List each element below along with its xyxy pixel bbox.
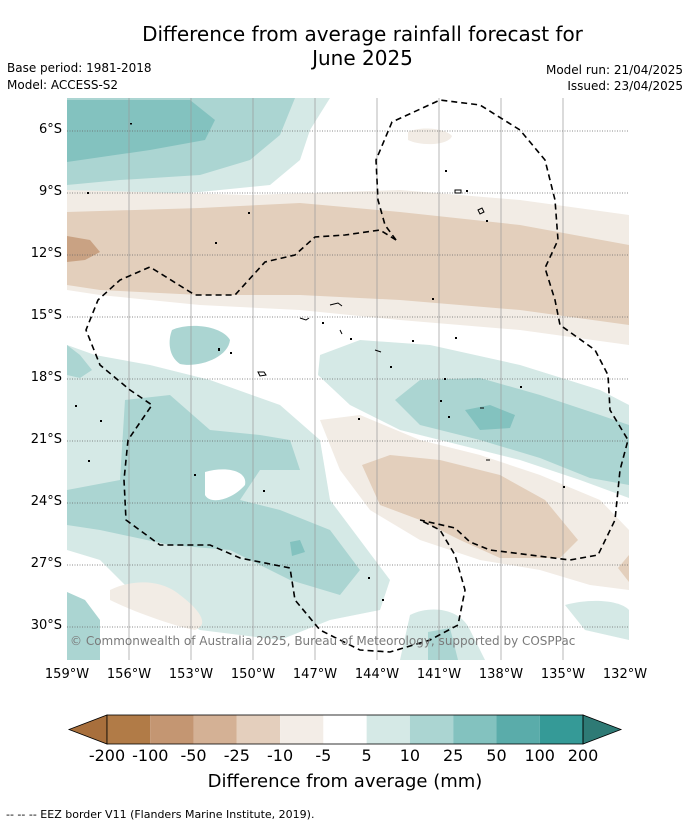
colorbar-bin [107,715,151,744]
wet-region-south-mid [428,628,458,660]
model-run: Model run: 21/04/2025 [545,63,683,77]
colorbar-tick-label: -50 [180,746,207,765]
wet-region-west-edge [67,345,92,378]
lon-label-138w: 138°W [478,667,524,682]
lat-label-6s: 6°S [38,122,62,137]
colorbar-tick-label: -25 [223,746,250,765]
colorbar-tick-label: 10 [399,746,421,765]
colorbar-label: Difference from average (mm) [207,771,483,792]
colorbar-bin [193,715,237,744]
eez-border-east [375,99,629,561]
colorbar-tick-label: 200 [567,746,599,765]
colorbar-extend-high [582,714,623,745]
colorbar-tick-label: 25 [442,746,464,765]
lon-label-141w: 141°W [416,667,462,682]
lat-label-15s: 15°S [30,308,62,323]
wet-patch-tiny [290,540,305,556]
model-name: Model: ACCESS-S2 [7,78,119,92]
base-period: Base period: 1981-2018 [7,61,152,75]
lon-label-156w: 156°W [106,667,152,682]
lon-label-153w: 153°W [168,667,214,682]
islands [257,189,490,461]
title-line-1: Difference from average rainfall forecas… [142,22,583,46]
colorbar-bin [539,715,583,744]
wet-region-southwest-corner [67,592,100,660]
lon-label-150w: 150°W [230,667,276,682]
lat-label-24s: 24°S [30,494,62,509]
wet-region-east-mid [395,378,629,485]
colorbar-tick-label: 100 [524,746,555,765]
colorbar-frame [106,714,584,745]
colorbar-tick-label: -10 [267,746,294,765]
lat-label-30s: 30°S [30,618,62,633]
dry-band-strong [67,236,100,262]
lat-label-18s: 18°S [30,370,62,385]
lat-label-9s: 9°S [38,184,62,199]
colorbar-tick-label: 50 [486,746,507,765]
wet-region-east-strong [465,405,515,430]
title-line-2: June 2025 [312,46,413,70]
colorbar [67,714,623,745]
chart-title: Difference from average rainfall forecas… [0,22,690,70]
colorbar-bin [409,715,454,744]
lon-label-135w: 135°W [540,667,586,682]
lat-label-12s: 12°S [30,246,62,261]
dry-patch-small [408,128,452,145]
colorbar-bin [150,715,194,744]
lon-label-132w: 132°W [602,667,648,682]
wet-region-southeast-corner [565,600,629,640]
lon-label-159w: 159°W [44,667,90,682]
colorbar-tick-label: -200 [88,746,126,765]
dry-patch-southwest [110,582,203,630]
copyright-note: © Commonwealth of Australia 2025, Bureau… [70,634,576,648]
wet-region-top-strong [67,100,215,162]
dry-patch-east-edge [618,555,629,582]
colorbar-bin [323,715,367,744]
colorbar-extend-low [67,714,108,745]
lat-label-27s: 27°S [30,556,62,571]
lon-label-144w: 144°W [354,667,400,682]
neutral-hole [205,469,246,501]
colorbar-tick-label: -5 [315,746,332,765]
colorbar-bin [496,715,540,744]
colorbar-tick-label: 5 [361,746,372,765]
colorbar-bin [453,715,497,744]
map-area [67,98,629,660]
lat-label-21s: 21°S [30,432,62,447]
wet-patch-small [169,325,230,365]
lon-label-147w: 147°W [292,667,338,682]
colorbar-tick-label: -100 [132,746,169,765]
eez-legend: -- -- -- EEZ border V11 (Flanders Marine… [6,808,315,821]
island-dots [75,123,565,601]
dry-region-southeast-mid [362,455,578,558]
colorbar-bin [366,715,410,744]
colorbar-bin [236,715,281,744]
issued-date: Issued: 23/04/2025 [567,79,683,93]
eez-border-north [85,229,466,653]
colorbar-bin [280,715,324,744]
